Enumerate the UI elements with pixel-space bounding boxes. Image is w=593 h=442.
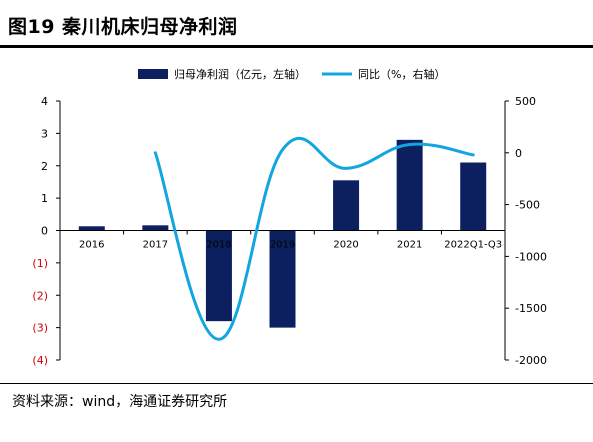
- bar-2021: [396, 139, 423, 231]
- left-axis-tick-label: 2: [41, 160, 48, 173]
- line-series: [153, 136, 475, 341]
- bar-2022Q1-Q3: [460, 162, 487, 231]
- right-axis-tick-label: -2000: [515, 354, 547, 367]
- x-axis-label: 2019: [270, 240, 295, 251]
- right-axis-tick-label: -1000: [515, 250, 547, 263]
- left-axis-tick-label: (1): [32, 257, 48, 270]
- source-note: 资料来源：wind，海通证券研究所: [12, 394, 228, 410]
- bar-2016: [78, 226, 105, 231]
- right-axis-tick-label: 500: [515, 95, 536, 108]
- x-axis-labels: 2016 2017 2018 2019 2020 2021 2022Q1-Q3: [79, 240, 502, 251]
- bar-2017: [142, 225, 169, 231]
- legend-bar-swatch: [138, 69, 168, 79]
- source-divider: [0, 383, 593, 384]
- yoy-growth-line: [153, 136, 475, 341]
- left-axis-tick-label: 3: [41, 127, 48, 140]
- left-axis-tick-label: 1: [41, 192, 48, 205]
- title-bar: 图19 秦川机床归母净利润: [0, 0, 593, 48]
- legend: 归母净利润（亿元，左轴） 同比（%，右轴）: [138, 67, 445, 81]
- x-axis-label: 2021: [397, 240, 422, 251]
- left-axis-tick-label: (4): [32, 354, 48, 367]
- bar-2020: [333, 180, 360, 231]
- x-axis-label: 2016: [79, 240, 104, 251]
- left-axis: 4 3 2 1 0 (1) (2) (3) (4): [32, 95, 61, 367]
- bar-2018: [205, 230, 232, 322]
- x-axis-label: 2017: [143, 240, 168, 251]
- x-axis-label: 2022Q1-Q3: [444, 240, 502, 251]
- x-axis-label: 2018: [206, 240, 231, 251]
- left-axis-tick-label: 4: [41, 95, 48, 108]
- right-axis-tick-label: -500: [515, 199, 540, 212]
- left-axis-tick-label: (3): [32, 322, 48, 335]
- right-axis-tick-label: 0: [515, 147, 522, 160]
- x-axis-label: 2020: [333, 240, 358, 251]
- zero-axis: [59, 230, 506, 235]
- bars: [78, 139, 487, 328]
- left-axis-tick-label: 0: [41, 225, 48, 238]
- legend-bar-label: 归母净利润（亿元，左轴）: [174, 67, 306, 81]
- left-axis-tick-label: (2): [32, 289, 48, 302]
- legend-line-label: 同比（%，右轴）: [358, 67, 445, 81]
- figure-title: 图19 秦川机床归母净利润: [8, 16, 238, 38]
- bar-2019: [269, 230, 296, 328]
- right-axis: 500 0 -500 -1000 -1500 -2000: [504, 95, 547, 367]
- right-axis-tick-label: -1500: [515, 302, 547, 315]
